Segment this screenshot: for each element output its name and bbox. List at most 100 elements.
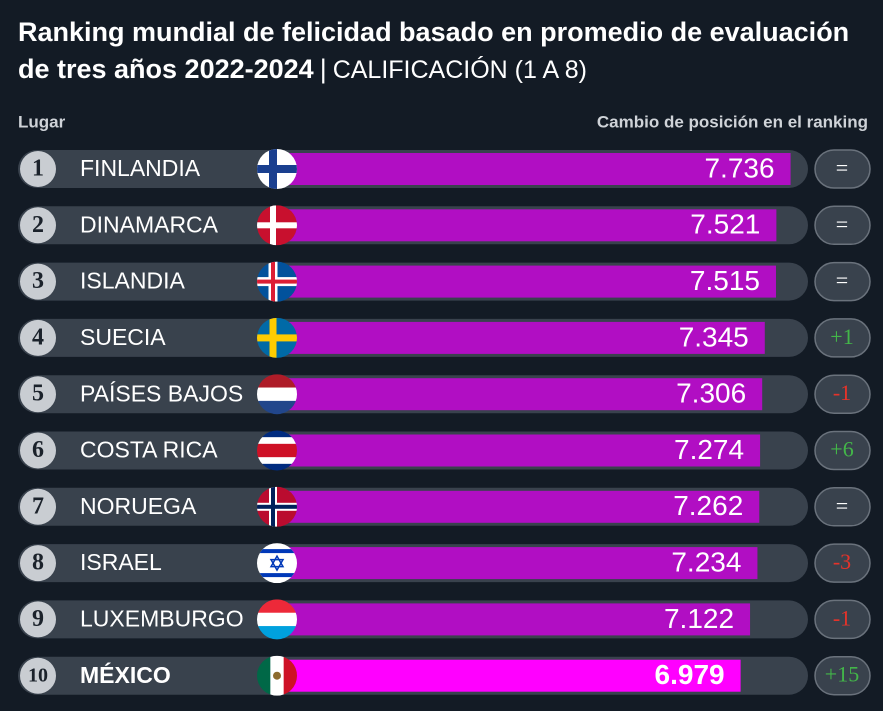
rank: 10 (28, 664, 48, 686)
flag-band (257, 573, 297, 578)
flag (257, 486, 297, 527)
flag (257, 374, 297, 415)
value-label: 7.274 (674, 434, 744, 465)
bar (280, 153, 791, 185)
flag-band (257, 463, 297, 471)
flag (257, 543, 297, 584)
change-pill (814, 149, 871, 189)
change-pill (814, 599, 871, 640)
flag-emblem (273, 671, 281, 680)
chart-title-block: Ranking mundial de felicidad basado en p… (18, 14, 873, 89)
flag-band (257, 443, 297, 451)
rank-badge (20, 319, 56, 356)
rank-badge (20, 376, 56, 413)
flag-cross (257, 165, 297, 173)
flag-band (257, 626, 297, 640)
flag-band (257, 457, 297, 465)
change-value: = (836, 155, 848, 180)
country-name: COSTA RICA (80, 437, 218, 463)
flag (257, 317, 297, 358)
change-pill (814, 374, 871, 414)
flag-band (257, 374, 297, 389)
rank-badge (20, 488, 56, 525)
change-value: +1 (830, 324, 853, 349)
country-name: DINAMARCA (80, 211, 219, 237)
bar (280, 378, 763, 411)
bar (280, 209, 777, 242)
value-label: 7.262 (673, 490, 743, 521)
flag (257, 149, 297, 189)
rank-badge (20, 432, 56, 469)
rank: 2 (32, 212, 44, 238)
value-label: 7.515 (690, 265, 760, 296)
rank-badge (20, 207, 56, 244)
rank: 5 (32, 381, 44, 407)
change-pill (814, 655, 871, 696)
flag (257, 205, 297, 246)
rank: 7 (32, 493, 44, 519)
chart-title: Ranking mundial de felicidad basado en p… (18, 17, 850, 84)
separator: | (319, 54, 327, 84)
country-name: ISRAEL (80, 549, 162, 575)
rank: 8 (32, 550, 44, 576)
change-label: Cambio de posición en el ranking (597, 112, 868, 131)
rank-label: Lugar (18, 112, 66, 131)
flag-cross (257, 279, 297, 284)
bar (280, 265, 776, 298)
rank-badge (20, 545, 56, 582)
flag-band (257, 400, 297, 415)
change-pill (814, 205, 871, 246)
flag-band (257, 612, 297, 627)
bar (280, 603, 751, 636)
bar (280, 490, 760, 523)
rank: 6 (32, 437, 44, 463)
flag (257, 599, 297, 640)
change-value: -3 (833, 549, 851, 574)
country-name: PAÍSES BAJOS (80, 380, 243, 406)
country-name: MÉXICO (80, 661, 171, 688)
flag-cross (257, 222, 297, 229)
flag-band (257, 655, 271, 696)
flag-band (257, 599, 297, 614)
value-label: 6.979 (655, 659, 725, 690)
bar (280, 659, 741, 692)
flag-band (257, 430, 297, 438)
value-label: 7.521 (690, 209, 760, 240)
flag-band (257, 450, 297, 458)
change-value: +15 (825, 662, 859, 687)
bar (280, 321, 765, 354)
flag-cross (257, 504, 297, 509)
country-name: NORUEGA (80, 493, 197, 519)
change-value: = (836, 493, 848, 518)
rank-badge (20, 657, 56, 694)
flag-band (283, 655, 297, 696)
flag-cross (257, 334, 297, 342)
flag-band (257, 387, 297, 402)
flag (257, 655, 297, 696)
rank-badge (20, 151, 56, 187)
bar (280, 434, 761, 467)
value-label: 7.234 (671, 546, 741, 577)
change-value: +6 (830, 437, 853, 462)
rank: 1 (32, 156, 44, 182)
change-pill (814, 543, 871, 583)
rank: 4 (32, 324, 44, 350)
flag-band (257, 549, 297, 554)
country-name: SUECIA (80, 324, 166, 350)
country-name: FINLANDIA (80, 155, 201, 181)
country-name: ISLANDIA (80, 268, 185, 294)
value-label: 7.306 (676, 378, 746, 409)
value-label: 7.345 (679, 321, 749, 352)
change-pill (814, 487, 871, 527)
rank-badge (20, 263, 56, 300)
rank: 3 (32, 268, 44, 294)
flag-band (257, 437, 297, 445)
value-label: 7.736 (704, 152, 774, 183)
flag (257, 261, 297, 302)
change-value: -1 (833, 380, 851, 405)
change-pill (814, 318, 871, 358)
change-value: = (836, 268, 848, 293)
rank-badge (20, 601, 56, 638)
change-value: -1 (833, 605, 851, 630)
